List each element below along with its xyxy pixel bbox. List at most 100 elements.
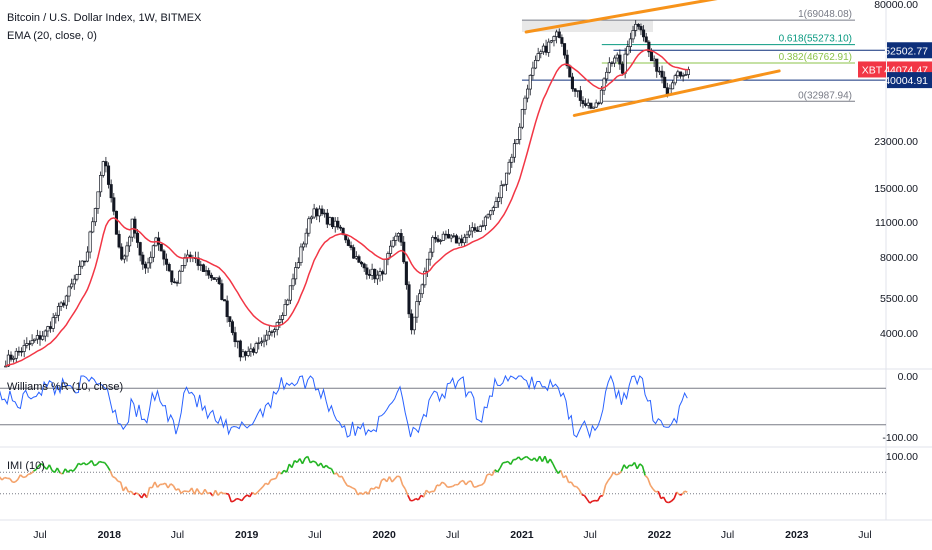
candle bbox=[578, 85, 582, 107]
candle bbox=[660, 65, 664, 84]
candle bbox=[201, 263, 205, 273]
candle bbox=[418, 289, 422, 306]
imi-segment bbox=[243, 494, 248, 498]
imi-segment bbox=[330, 468, 335, 475]
imi-segment bbox=[19, 474, 24, 478]
candle bbox=[573, 87, 577, 98]
imi-segment bbox=[607, 476, 612, 481]
imi-segment bbox=[267, 479, 272, 485]
imi-segment bbox=[238, 498, 243, 502]
candle bbox=[72, 274, 76, 290]
candle bbox=[56, 302, 61, 322]
candle bbox=[286, 298, 290, 306]
ema-indicator-label[interactable]: EMA (20, close, 0) bbox=[7, 30, 97, 42]
imi-segment bbox=[336, 472, 341, 478]
channel-trendline[interactable] bbox=[572, 69, 781, 117]
candle bbox=[420, 283, 424, 298]
imi-segment bbox=[14, 479, 19, 483]
imi-segment bbox=[575, 486, 580, 491]
imi-segment bbox=[306, 456, 312, 464]
imi-segment bbox=[67, 469, 72, 473]
time-tick-label: Jul bbox=[721, 529, 734, 541]
price-tick-label: 8000.00 bbox=[880, 252, 918, 264]
imi-label[interactable]: IMI (10) bbox=[7, 460, 45, 472]
imi-segment bbox=[378, 480, 383, 489]
horizontal-lines[interactable] bbox=[521, 49, 886, 81]
candle bbox=[478, 224, 482, 232]
trend-channel[interactable] bbox=[524, 0, 781, 117]
candle bbox=[399, 229, 403, 247]
imi-segment bbox=[251, 491, 256, 496]
candle bbox=[307, 216, 311, 237]
imi-segment bbox=[592, 499, 596, 502]
imi-segment bbox=[30, 470, 35, 475]
imi-segment bbox=[468, 480, 472, 483]
candle bbox=[112, 193, 116, 216]
candle bbox=[481, 220, 485, 228]
candle bbox=[639, 23, 643, 36]
imi-segment bbox=[412, 497, 417, 502]
candle bbox=[605, 67, 609, 84]
imi-segment bbox=[104, 462, 109, 467]
fibonacci-retracement[interactable] bbox=[521, 19, 855, 102]
williams-r-line bbox=[0, 374, 688, 439]
candle bbox=[465, 230, 469, 244]
imi-segment bbox=[523, 455, 527, 459]
imi-segment bbox=[407, 495, 412, 502]
candle bbox=[170, 270, 174, 285]
price-axis[interactable]: 80000.00 23000.00 15000.00 11000.00 8000.00 5… bbox=[874, 0, 918, 340]
candle bbox=[565, 49, 569, 69]
candle bbox=[631, 25, 635, 43]
candle bbox=[412, 316, 416, 335]
price-tag: 52502.77 bbox=[884, 42, 932, 59]
imi-segment bbox=[254, 491, 259, 496]
imi-segment bbox=[633, 462, 638, 470]
time-axis[interactable]: Jul 2018 Jul 2019 Jul 2020 Jul 2021 Jul 2022 Jul 20… bbox=[33, 529, 871, 541]
candle bbox=[99, 171, 103, 197]
imi-segment bbox=[249, 491, 254, 498]
imi-segment bbox=[170, 483, 174, 487]
imi-segment bbox=[259, 486, 264, 490]
candle bbox=[441, 231, 445, 241]
candle bbox=[512, 139, 516, 163]
supply-zone[interactable] bbox=[521, 20, 654, 32]
imi-segment bbox=[70, 469, 74, 472]
candle bbox=[288, 285, 292, 305]
candle bbox=[357, 254, 361, 264]
imi-segment bbox=[544, 455, 549, 464]
candle bbox=[642, 25, 646, 42]
imi-segment bbox=[676, 491, 680, 496]
candle bbox=[14, 348, 18, 363]
imi-segment bbox=[214, 489, 219, 496]
candle bbox=[628, 32, 632, 53]
imi-segment bbox=[322, 464, 327, 469]
candle bbox=[246, 346, 250, 358]
time-tick-label: Jul bbox=[308, 529, 321, 541]
imi-segment bbox=[343, 481, 348, 487]
candle bbox=[233, 326, 237, 348]
candle bbox=[549, 40, 553, 44]
imi-segment bbox=[602, 484, 607, 496]
candles bbox=[4, 20, 690, 368]
williams-r-tick: -100.00 bbox=[882, 432, 918, 444]
imi-segment bbox=[156, 483, 161, 488]
imi-pane[interactable]: 100.00 bbox=[0, 451, 918, 504]
candle bbox=[128, 235, 132, 253]
williams-r-label[interactable]: Williams %R (10, close) bbox=[7, 381, 123, 393]
candle bbox=[80, 260, 84, 269]
candle bbox=[120, 243, 124, 261]
candle bbox=[83, 260, 87, 266]
imi-segment bbox=[273, 477, 277, 480]
candle bbox=[360, 260, 364, 267]
imi-segment bbox=[201, 488, 206, 495]
candle bbox=[328, 216, 332, 226]
williams-r-pane[interactable]: 0.00 -100.00 bbox=[0, 371, 918, 444]
imi-segment bbox=[17, 474, 22, 480]
imi-segment bbox=[560, 470, 565, 479]
candle bbox=[75, 273, 79, 282]
imi-segment bbox=[478, 484, 482, 487]
price-pane[interactable]: 1(69048.08) 0.618(55273.10) 0.382(46762.91… bbox=[4, 0, 886, 368]
channel-trendline[interactable] bbox=[524, 0, 774, 34]
